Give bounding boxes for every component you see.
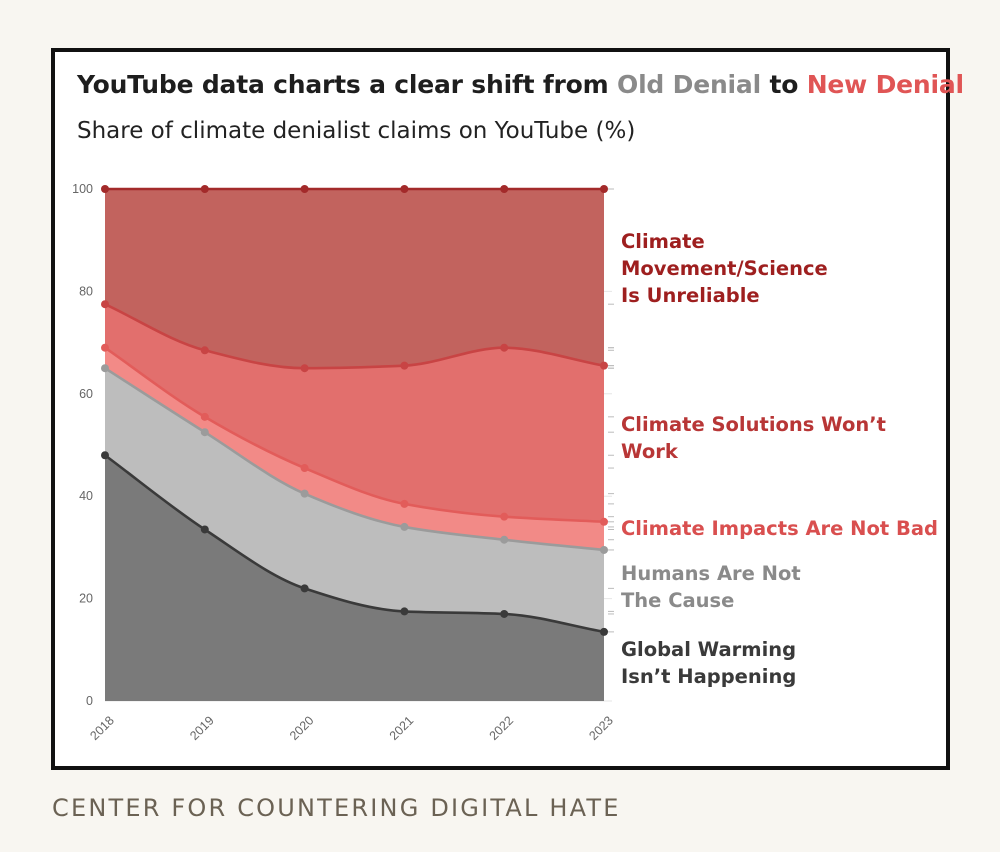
title-old-denial: Old Denial <box>617 70 761 99</box>
area-climate-solutions-won-t-work <box>105 304 604 522</box>
point-global-warming-isn-t-happening-2020 <box>300 584 309 593</box>
series-label-climate-movement-science-is-unreliable: Climate <box>621 230 705 253</box>
x-tick-label-2021: 2021 <box>387 713 417 743</box>
title-middle: to <box>760 70 807 99</box>
x-tick-label-2018: 2018 <box>87 713 117 743</box>
title-new-denial: New Denial <box>806 70 964 99</box>
y-tick-label-20: 20 <box>79 592 93 606</box>
x-tick-label-2022: 2022 <box>487 713 517 743</box>
point-climate-impacts-are-not-bad-2022 <box>500 512 509 521</box>
y-tick-label-40: 40 <box>79 489 93 503</box>
point-climate-solutions-won-t-work-2020 <box>300 364 309 373</box>
point-climate-movement-science-is-unreliable-2023 <box>600 185 608 193</box>
chart-card: YouTube data charts a clear shift from O… <box>51 48 964 770</box>
series-label-climate-solutions-won-t-work: Climate Solutions Won’t <box>621 413 886 436</box>
point-climate-impacts-are-not-bad-2020 <box>300 464 309 473</box>
point-climate-solutions-won-t-work-2022 <box>500 343 509 352</box>
point-climate-solutions-won-t-work-2023 <box>600 361 608 370</box>
point-humans-are-not-the-cause-2019 <box>200 428 209 437</box>
series-label-global-warming-isn-t-happening: Global Warming <box>621 638 796 661</box>
y-tick-label-60: 60 <box>79 387 93 401</box>
series-label-climate-movement-science-is-unreliable: Is Unreliable <box>621 284 760 307</box>
line-humans-are-not-the-cause <box>104 367 605 552</box>
point-climate-movement-science-is-unreliable-2019 <box>200 185 209 193</box>
x-tick-label-2019: 2019 <box>187 713 217 743</box>
point-global-warming-isn-t-happening-2019 <box>200 525 209 534</box>
point-global-warming-isn-t-happening-2023 <box>600 627 608 636</box>
y-tick-label-0: 0 <box>86 694 93 708</box>
point-climate-solutions-won-t-work-2018 <box>101 300 109 309</box>
series-label-climate-solutions-won-t-work: Work <box>621 440 679 463</box>
point-climate-solutions-won-t-work-2021 <box>400 361 409 370</box>
point-climate-movement-science-is-unreliable-2020 <box>300 185 309 193</box>
footer-org-name: CENTER FOR COUNTERING DIGITAL HATE <box>52 794 621 822</box>
point-global-warming-isn-t-happening-2022 <box>500 609 509 618</box>
point-climate-impacts-are-not-bad-2023 <box>600 517 608 526</box>
line-climate-solutions-won-t-work <box>104 303 605 370</box>
point-climate-impacts-are-not-bad-2021 <box>400 499 409 508</box>
point-climate-impacts-are-not-bad-2019 <box>200 412 209 421</box>
area-climate-impacts-are-not-bad <box>105 347 604 550</box>
series-label-climate-impacts-are-not-bad: Climate Impacts Are Not Bad <box>621 517 938 540</box>
point-humans-are-not-the-cause-2023 <box>600 545 608 554</box>
y-tick-label-100: 100 <box>72 182 93 196</box>
title-prefix: YouTube data charts a clear shift from <box>77 70 618 99</box>
series-label-humans-are-not-the-cause: The Cause <box>621 589 734 612</box>
point-climate-impacts-are-not-bad-2018 <box>101 343 109 352</box>
area-climate-movement-science-is-unreliable <box>105 189 604 369</box>
point-climate-movement-science-is-unreliable-2022 <box>500 185 509 193</box>
chart-title: YouTube data charts a clear shift from O… <box>77 70 964 99</box>
line-global-warming-isn-t-happening <box>104 454 605 634</box>
area-humans-are-not-the-cause <box>105 368 604 632</box>
point-global-warming-isn-t-happening-2018 <box>101 451 109 460</box>
series-label-climate-movement-science-is-unreliable: Movement/Science <box>621 257 828 280</box>
series-label-global-warming-isn-t-happening: Isn’t Happening <box>621 665 796 688</box>
chart-subtitle: Share of climate denialist claims on You… <box>77 118 636 144</box>
point-humans-are-not-the-cause-2022 <box>500 535 509 544</box>
point-humans-are-not-the-cause-2021 <box>400 522 409 531</box>
point-climate-movement-science-is-unreliable-2018 <box>101 185 109 193</box>
point-humans-are-not-the-cause-2018 <box>101 364 109 373</box>
area-global-warming-isn-t-happening <box>105 455 604 701</box>
stacked-area-chart: 0 20 40 60 80 100 2018 2019 2020 2021 2022 2023 Clim… <box>72 182 938 743</box>
series-label-humans-are-not-the-cause: Humans Are Not <box>621 562 801 585</box>
point-climate-movement-science-is-unreliable-2021 <box>400 185 409 193</box>
y-tick-label-80: 80 <box>79 284 93 298</box>
x-tick-label-2023: 2023 <box>586 713 616 743</box>
x-tick-label-2020: 2020 <box>287 713 317 743</box>
point-global-warming-isn-t-happening-2021 <box>400 607 409 616</box>
point-humans-are-not-the-cause-2020 <box>300 489 309 498</box>
point-climate-solutions-won-t-work-2019 <box>200 346 209 355</box>
